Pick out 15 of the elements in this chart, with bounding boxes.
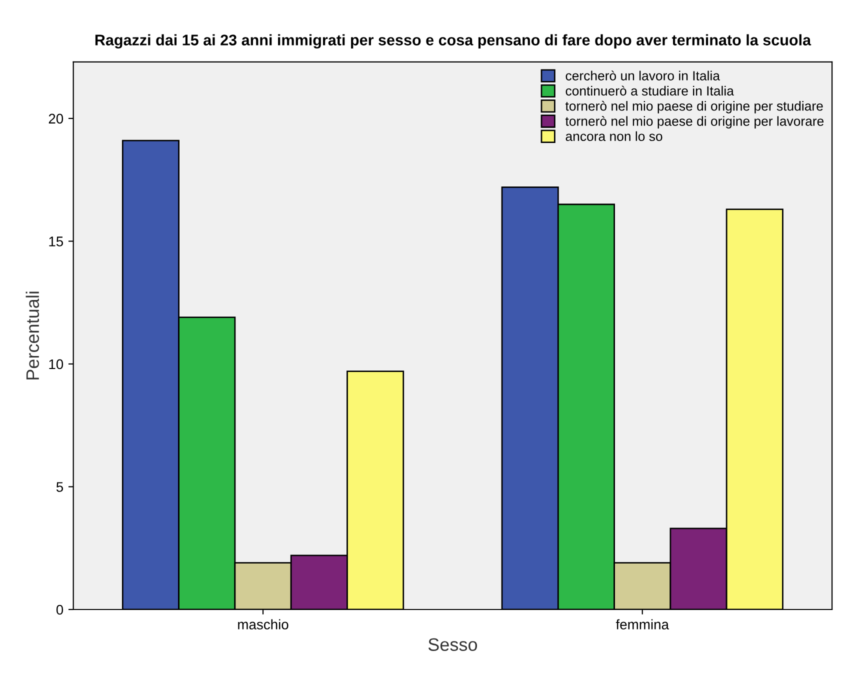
y-tick-label: 0 xyxy=(56,604,64,615)
legend-label: cercherò un lavoro in Italia xyxy=(566,70,720,80)
y-tick-label: 15 xyxy=(49,236,64,246)
y-tick-label: 5 xyxy=(56,482,64,492)
x-axis-title: Sesso xyxy=(428,638,478,651)
legend-label: ancora non lo so xyxy=(566,131,662,142)
legend-label: continuerò a studiare in Italia xyxy=(566,86,734,96)
chart-title: Ragazzi dai 15 ai 23 anni immigrati per sesso e cosa pensano di fare dopo aver terminato la scuola xyxy=(95,34,812,49)
x-tick-label: maschio xyxy=(238,619,288,630)
y-tick-label: 20 xyxy=(48,114,64,124)
y-tick-label: 10 xyxy=(49,359,64,370)
x-tick-label: femmina xyxy=(616,619,669,630)
y-axis-title: Percentuali xyxy=(26,292,40,380)
legend-label: tornerò nel mio paese di origine per studiare xyxy=(565,100,823,114)
legend-label: tornerò nel mio paese di origine per lavorare xyxy=(565,116,824,128)
